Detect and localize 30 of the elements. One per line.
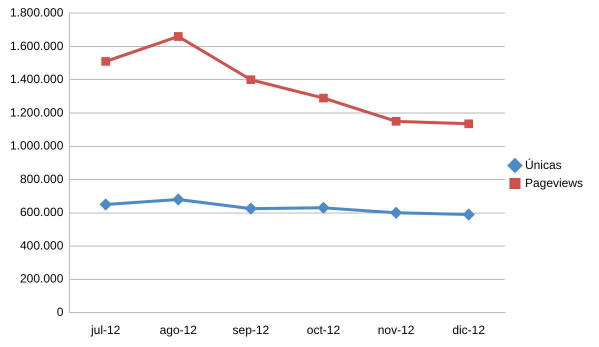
y-tick-label: 800.000 <box>20 172 64 186</box>
y-tick-label: 0 <box>56 304 64 319</box>
point <box>392 116 400 126</box>
legend-label: Únicas <box>524 158 562 172</box>
point <box>464 119 473 128</box>
point <box>172 194 184 205</box>
point <box>390 207 402 218</box>
point <box>318 202 329 214</box>
point <box>246 75 256 84</box>
x-tick-label: ago-12 <box>160 323 198 338</box>
x-tick-label: sep-12 <box>232 323 270 338</box>
point <box>245 203 256 214</box>
x-tick-label: oct-12 <box>306 323 340 338</box>
y-tick-label: 1.800.000 <box>10 6 64 20</box>
point <box>319 94 328 102</box>
y-tick-label: 1.200.000 <box>10 105 64 120</box>
x-tick-label: dic-12 <box>452 323 486 338</box>
y-tick-label: 200.000 <box>20 272 64 286</box>
point <box>101 57 110 66</box>
y-tick-label: 400.000 <box>20 238 64 252</box>
x-tick-label: nov-12 <box>378 323 415 338</box>
point <box>174 32 183 41</box>
y-tick-label: 1.400.000 <box>10 72 64 86</box>
point <box>100 198 112 210</box>
point <box>463 208 474 220</box>
y-tick-label: 1.000.000 <box>10 138 64 153</box>
y-tick-label: 1.600.000 <box>10 38 64 53</box>
y-tick-label: 600.000 <box>20 205 64 220</box>
legend-label: Pageviews <box>524 176 583 190</box>
x-tick-label: jul-12 <box>90 323 121 338</box>
